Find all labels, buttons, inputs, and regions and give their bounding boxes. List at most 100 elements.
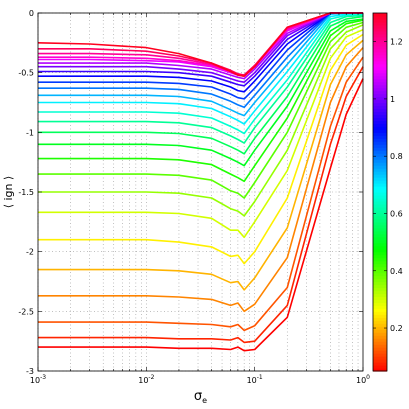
colorbar-swatch [373, 48, 387, 53]
colorbar-swatch [373, 153, 387, 157]
colorbar-swatch [373, 329, 387, 333]
colorbar-swatch [373, 230, 387, 235]
colorbar-swatch [373, 302, 387, 306]
series-line [38, 19, 364, 183]
colorbar-swatch [373, 174, 387, 178]
colorbar-swatch [373, 245, 387, 250]
x-tick-label: 10-1 [247, 374, 263, 385]
colorbar-swatch [373, 269, 387, 274]
colorbar-swatch [373, 30, 387, 35]
colorbar-swatch [373, 251, 387, 256]
y-axis-label: ⟨ ign ⟩ [2, 176, 15, 209]
x-tick-label: 100 [356, 374, 370, 385]
y-axis: 0 -0.5 -1 -1.5 -2 -2.5 -3 [18, 9, 363, 376]
colorbar-swatch [373, 123, 387, 127]
colorbar-swatch [373, 159, 387, 163]
colorbar-swatch [373, 242, 387, 247]
colorbar-swatch [373, 221, 387, 226]
series-line [38, 12, 364, 125]
colorbar-swatch [373, 129, 387, 133]
colorbar-swatch [373, 194, 387, 199]
colorbar-swatch [373, 36, 387, 41]
colorbar-swatch [373, 317, 387, 321]
x-axis-label: σe [194, 389, 207, 405]
y-tick-label: -1 [26, 128, 34, 137]
series-line [38, 33, 364, 265]
colorbar-swatch [373, 66, 387, 71]
colorbar-swatch [373, 236, 387, 241]
colorbar-swatch [373, 305, 387, 309]
colorbar-swatch [373, 260, 387, 265]
colorbar-swatch [373, 63, 387, 68]
colorbar-swatch [373, 156, 387, 160]
series-line [38, 47, 364, 313]
x-tick-label: 10-2 [138, 374, 154, 385]
colorbar-swatch [373, 359, 387, 363]
colorbar-swatch [373, 332, 387, 336]
colorbar-swatch [373, 278, 387, 283]
colorbar-swatch [373, 84, 387, 89]
colorbar-swatch [373, 212, 387, 217]
colorbar-swatch [373, 39, 387, 44]
colorbar-swatch [373, 57, 387, 62]
y-tick-label: -2 [26, 248, 34, 257]
colorbar-swatch [373, 215, 387, 220]
colorbar-swatch [373, 126, 387, 130]
colorbar-swatch [373, 281, 387, 286]
y-tick-label: -2.5 [18, 307, 34, 316]
colorbar-swatch [373, 90, 387, 95]
colorbar-swatch [373, 293, 387, 298]
y-tick-label: 0 [29, 9, 34, 18]
colorbar-tick-label: 1.2 [390, 38, 403, 47]
colorbar-swatch [373, 308, 387, 312]
colorbar-swatch [373, 189, 387, 193]
colorbar-swatch [373, 147, 387, 151]
colorbar-swatch [373, 150, 387, 154]
colorbar-swatch [373, 54, 387, 59]
colorbar-tick-label: 0.2 [390, 324, 403, 333]
colorbar-swatch [373, 224, 387, 229]
y-tick-label: -1.5 [18, 188, 34, 197]
colorbar-swatch [373, 18, 387, 23]
series-line [38, 21, 364, 199]
colorbar-tick-label: 1 [390, 95, 395, 104]
colorbar-swatch [373, 200, 387, 205]
colorbar-swatch [373, 27, 387, 32]
colorbar-swatch [373, 135, 387, 139]
colorbar-swatch [373, 197, 387, 202]
series-line [38, 18, 364, 167]
colorbar-swatch [373, 227, 387, 232]
colorbar-swatch [373, 368, 387, 372]
colorbar-swatch [373, 138, 387, 142]
colorbar-swatch [373, 117, 387, 121]
colorbar-swatch [373, 311, 387, 315]
colorbar-swatch [373, 257, 387, 262]
colorbar-swatch [373, 171, 387, 175]
series-line [38, 24, 364, 217]
colorbar-swatch [373, 21, 387, 26]
colorbar-swatch [373, 248, 387, 253]
x-tick-label: 10-3 [30, 374, 46, 385]
colorbar-swatch [373, 183, 387, 187]
colorbar-tick-label: 0.8 [390, 152, 403, 161]
colorbar-swatch [373, 69, 387, 74]
colorbar-swatch [373, 108, 387, 113]
colorbar-swatch [373, 323, 387, 327]
colorbar-swatch [373, 186, 387, 190]
colorbar-swatch [373, 239, 387, 244]
colorbar-swatch [373, 120, 387, 124]
series-line [38, 66, 364, 344]
colorbar-swatch [373, 78, 387, 83]
colorbar-swatch [373, 206, 387, 211]
colorbar-tick-label: 0.4 [390, 267, 403, 276]
colorbar-swatch [373, 314, 387, 318]
colorbar-swatch [373, 320, 387, 324]
colorbar-swatch [373, 72, 387, 77]
colorbar-swatch [373, 218, 387, 223]
colorbar-swatch [373, 13, 387, 17]
colorbar-swatch [373, 203, 387, 208]
colorbar-swatch [373, 168, 387, 172]
colorbar-swatch [373, 192, 387, 196]
colorbar-swatch [373, 105, 387, 110]
